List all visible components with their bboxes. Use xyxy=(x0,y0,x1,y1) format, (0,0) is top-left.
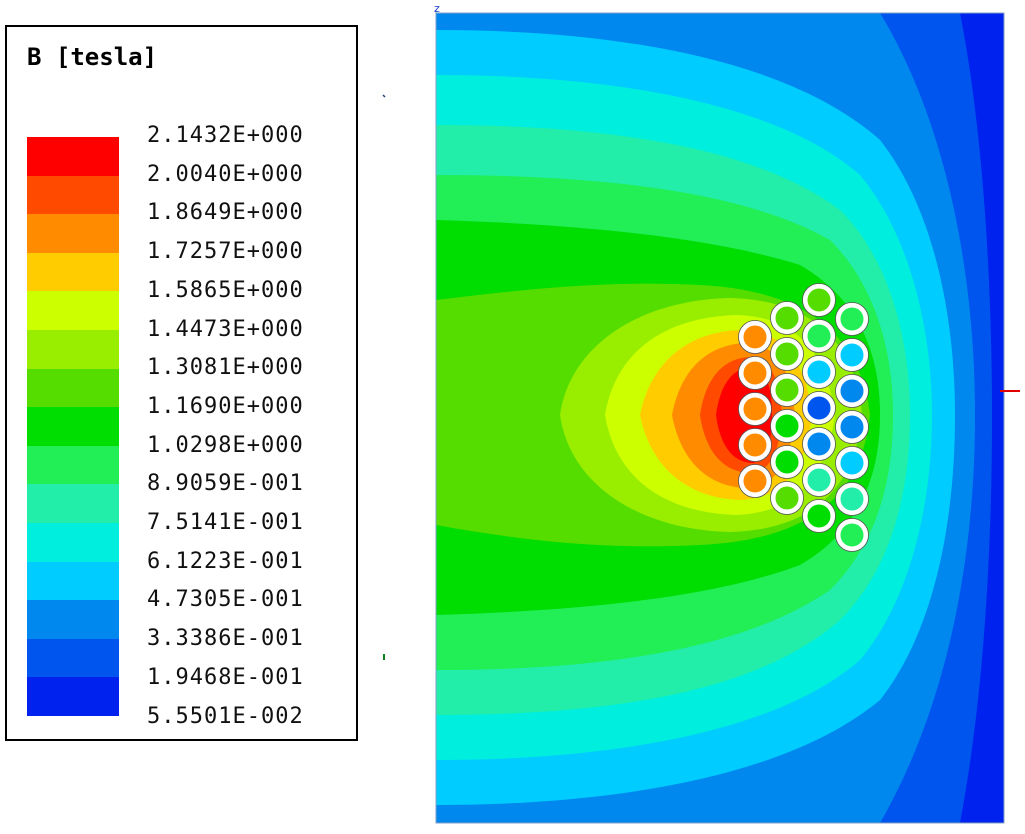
conductor-5 xyxy=(738,464,772,498)
color-legend: B [tesla] 2.1432E+000 2.0040E+000 1.8649E+… xyxy=(5,25,358,741)
conductor-outline-6 xyxy=(770,301,804,335)
conductor-outline-10 xyxy=(770,445,804,479)
legend-swatch-7 xyxy=(27,368,119,408)
conductor-16 xyxy=(802,427,836,461)
conductor-outline-22 xyxy=(835,410,869,444)
conductor-outline-8 xyxy=(770,373,804,407)
conductor-outline-13 xyxy=(802,319,836,353)
conductor-13 xyxy=(802,319,836,353)
plot-frame xyxy=(435,12,1005,824)
conductor-2 xyxy=(738,356,772,390)
axis-label-z: z xyxy=(434,2,440,15)
conductor-12 xyxy=(802,283,836,317)
contour-bands xyxy=(436,13,1004,823)
legend-swatch-3 xyxy=(27,214,119,253)
conductor-14 xyxy=(802,355,836,389)
conductor-22 xyxy=(835,410,869,444)
legend-value-10: 8.9059E-001 xyxy=(147,471,304,497)
legend-swatch-5 xyxy=(27,291,119,330)
conductor-24 xyxy=(835,482,869,516)
conductor-7 xyxy=(770,337,804,371)
legend-value-8: 1.1690E+000 xyxy=(147,393,304,419)
legend-swatch-10 xyxy=(27,484,119,523)
conductor-3 xyxy=(738,392,772,426)
legend-swatch-15 xyxy=(27,677,119,716)
conductor-outline-5 xyxy=(738,464,772,498)
legend-value-5: 1.5865E+000 xyxy=(147,277,304,303)
conductor-outline-1 xyxy=(738,320,772,354)
conductor-10 xyxy=(770,445,804,479)
conductor-17 xyxy=(802,463,836,497)
conductor-1 xyxy=(738,320,772,354)
legend-value-7: 1.3081E+000 xyxy=(147,355,304,381)
legend-value-9: 1.0298E+000 xyxy=(147,432,304,458)
conductor-9 xyxy=(770,409,804,443)
conductor-25 xyxy=(835,518,869,552)
conductor-outline-25 xyxy=(835,518,869,552)
conductor-outline-3 xyxy=(738,392,772,426)
legend-value-13: 4.7305E-001 xyxy=(147,587,304,613)
conductor-outline-12 xyxy=(802,283,836,317)
legend-value-2: 2.0040E+000 xyxy=(147,161,304,187)
legend-swatch-1 xyxy=(27,137,119,176)
conductor-outline-21 xyxy=(835,374,869,408)
legend-value-3: 1.8649E+000 xyxy=(147,200,304,226)
conductor-outline-24 xyxy=(835,482,869,516)
conductor-18 xyxy=(802,499,836,533)
legend-swatch-4 xyxy=(27,252,119,292)
legend-value-16: 5.5501E-002 xyxy=(147,703,304,729)
conductor-4 xyxy=(738,428,772,462)
conductor-bundle xyxy=(738,283,869,552)
conductor-outline-4 xyxy=(738,428,772,462)
conductor-23 xyxy=(835,446,869,480)
legend-swatch-14 xyxy=(27,638,119,678)
legend-value-15: 1.9468E-001 xyxy=(147,664,304,690)
conductor-11 xyxy=(770,481,804,515)
conductor-outline-19 xyxy=(835,302,869,336)
tick-mark-top xyxy=(382,94,386,98)
legend-title: B [tesla] xyxy=(27,43,158,71)
legend-value-11: 7.5141E-001 xyxy=(147,510,304,535)
conductor-19 xyxy=(835,302,869,336)
conductor-outline-11 xyxy=(770,481,804,515)
legend-swatch-6 xyxy=(27,329,119,369)
conductor-8 xyxy=(770,373,804,407)
conductor-outline-23 xyxy=(835,446,869,480)
conductor-outline-16 xyxy=(802,427,836,461)
legend-value-14: 3.3386E-001 xyxy=(147,626,304,652)
legend-swatch-8 xyxy=(27,407,119,446)
legend-swatch-2 xyxy=(27,175,119,215)
conductor-outline-7 xyxy=(770,337,804,371)
conductor-outline-15 xyxy=(802,391,836,425)
legend-value-1: 2.1432E+000 xyxy=(147,123,304,148)
conductor-15 xyxy=(802,391,836,425)
legend-swatch-13 xyxy=(27,600,119,639)
legend-swatch-12 xyxy=(27,561,119,601)
conductor-21 xyxy=(835,374,869,408)
conductor-outline-2 xyxy=(738,356,772,390)
legend-color-bar xyxy=(27,137,119,716)
legend-value-6: 1.4473E+000 xyxy=(147,316,304,342)
legend-value-4: 1.7257E+000 xyxy=(147,239,304,265)
conductor-6 xyxy=(770,301,804,335)
conductor-outline-17 xyxy=(802,463,836,497)
conductor-outline-9 xyxy=(770,409,804,443)
conductor-outline-14 xyxy=(802,355,836,389)
conductor-outline-20 xyxy=(835,338,869,372)
legend-swatch-9 xyxy=(27,445,119,485)
legend-value-12: 6.1223E-001 xyxy=(147,548,304,574)
conductor-20 xyxy=(835,338,869,372)
legend-swatch-11 xyxy=(27,522,119,562)
conductor-outline-18 xyxy=(802,499,836,533)
